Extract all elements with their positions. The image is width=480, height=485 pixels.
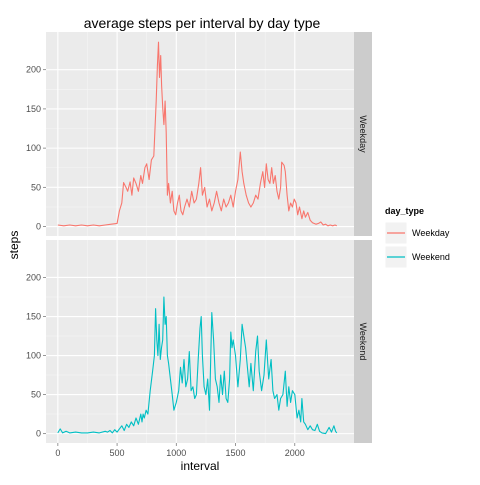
- panel-background: [46, 240, 354, 443]
- legend-label: Weekday: [412, 228, 450, 238]
- y-tick-label: 100: [26, 143, 41, 153]
- y-tick-label: 50: [31, 182, 41, 192]
- facet-strip-label: Weekday: [358, 115, 368, 153]
- x-tick-label: 500: [110, 448, 125, 458]
- facet-panels: 0 50 100 150 200 Weekday 0 50 100 150 200 Weekend 0 5…: [26, 32, 372, 458]
- series-line-weekend: [57, 296, 338, 435]
- y-tick-label: 150: [26, 104, 41, 114]
- facet-panel-weekday: 0 50 100 150 200 Weekday: [26, 32, 372, 236]
- legend-label: Weekend: [412, 252, 450, 262]
- legend: day_type Weekday Weekend: [384, 206, 450, 269]
- y-tick-label: 100: [26, 351, 41, 361]
- y-tick-label: 50: [31, 390, 41, 400]
- y-tick-label: 150: [26, 312, 41, 322]
- facet-strip: [354, 32, 372, 236]
- x-tick-label: 1500: [226, 448, 246, 458]
- chart-title: average steps per interval by day type: [84, 15, 321, 31]
- y-tick-label: 200: [26, 65, 41, 75]
- x-tick-label: 1000: [166, 448, 186, 458]
- x-tick-label: 0: [55, 448, 60, 458]
- facet-strip: [354, 240, 372, 443]
- series-line-weekday: [57, 41, 338, 227]
- y-tick-label: 200: [26, 272, 41, 282]
- y-tick-label: 0: [36, 429, 41, 439]
- y-axis-title: steps: [7, 231, 21, 260]
- facet-panel-weekend: 0 50 100 150 200 Weekend: [26, 240, 372, 443]
- panel-background: [46, 32, 354, 236]
- legend-item-weekend: Weekend: [384, 245, 450, 269]
- facet-strip-label: Weekend: [358, 323, 368, 361]
- legend-item-weekday: Weekday: [384, 221, 450, 245]
- legend-title: day_type: [385, 206, 424, 216]
- y-tick-label: 0: [36, 222, 41, 232]
- x-tick-label: 2000: [285, 448, 305, 458]
- x-axis-title: interval: [181, 459, 220, 473]
